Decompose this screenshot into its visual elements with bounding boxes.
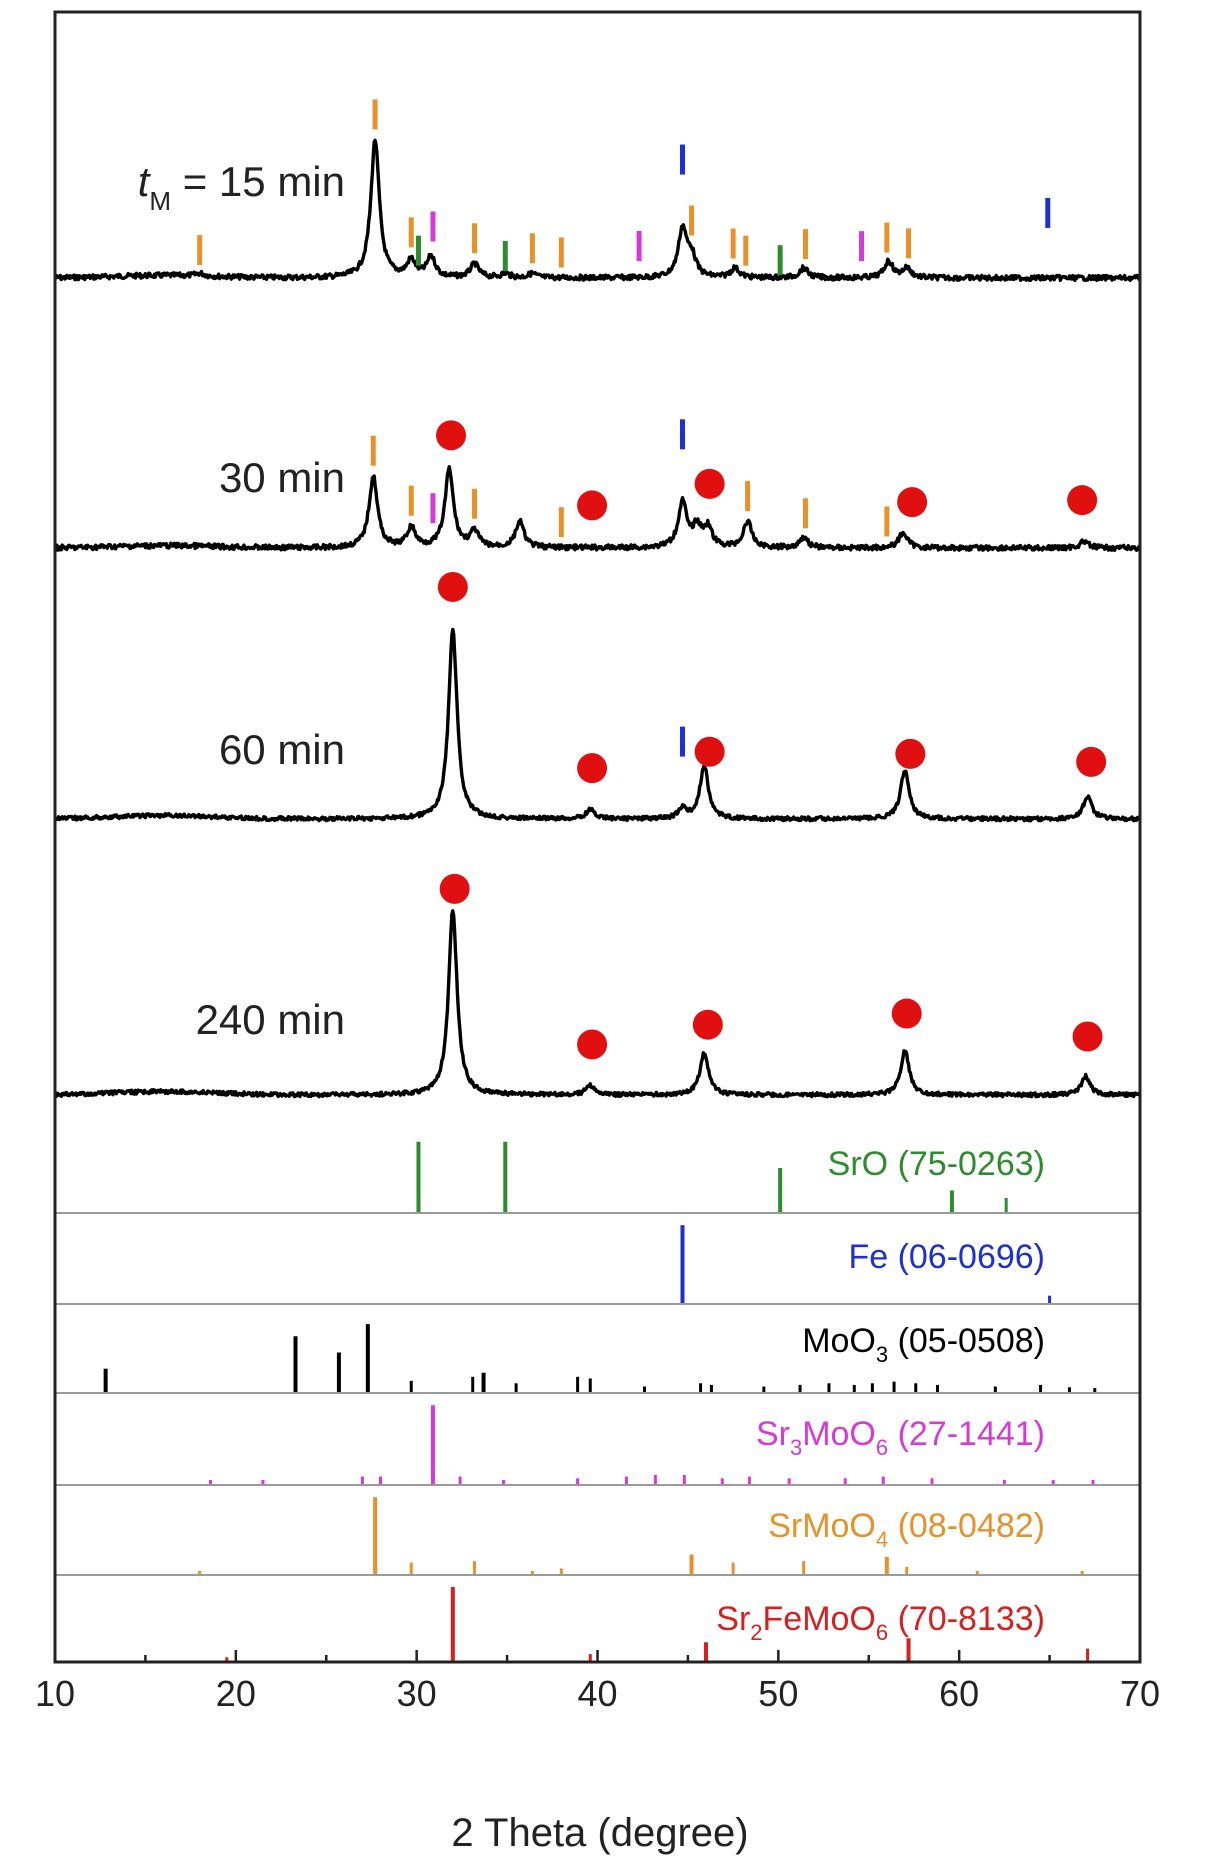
xrd-curve-3	[53, 909, 1142, 1099]
x-tick-label: 70	[1120, 1673, 1160, 1714]
xrd-curve-1	[53, 465, 1142, 552]
phase-markers	[197, 99, 1107, 1060]
phase-marker-dot	[577, 490, 608, 521]
phase-marker-dot	[1076, 746, 1107, 777]
phase-marker-dot	[694, 736, 725, 767]
phase-marker-dot	[437, 571, 468, 602]
phase-marker-dot	[436, 420, 467, 451]
x-tick-label: 60	[939, 1673, 979, 1714]
xrd-curve-0	[54, 138, 1141, 283]
x-axis: 10 20 30 40 50 60 70	[35, 1650, 1160, 1714]
pattern-labels: tM = 15 min 30 min 60 min 240 min	[138, 158, 345, 1043]
xrd-curve-2	[53, 627, 1142, 823]
ref-label-Sr2FeMoO6: Sr2FeMoO6 (70-8133)	[716, 1600, 1045, 1645]
phase-marker-dot	[577, 753, 608, 784]
ref-label-SrMoO4: SrMoO4 (08-0482)	[768, 1507, 1045, 1552]
pattern-label-0: tM = 15 min	[138, 158, 345, 216]
x-tick-label: 20	[216, 1673, 256, 1714]
ref-label-Fe: Fe (06-0696)	[848, 1238, 1045, 1276]
phase-marker-dot	[439, 873, 470, 904]
phase-marker-dot	[891, 998, 922, 1029]
pattern-label-2: 60 min	[219, 726, 345, 773]
phase-marker-dot	[1072, 1021, 1103, 1052]
phase-marker-dot	[577, 1029, 608, 1060]
x-axis-label: 2 Theta (degree)	[451, 1811, 748, 1855]
phase-marker-dot	[692, 1009, 723, 1040]
pattern-label-3: 240 min	[196, 996, 345, 1043]
ref-label-SrO: SrO (75-0263)	[828, 1145, 1045, 1183]
xrd-patterns	[53, 138, 1142, 1099]
phase-marker-dot	[694, 468, 725, 499]
ref-label-MoO3: MoO3 (05-0508)	[802, 1322, 1045, 1367]
phase-marker-dot	[1067, 485, 1098, 516]
x-tick-label: 30	[397, 1673, 437, 1714]
phase-marker-dot	[895, 738, 926, 769]
pattern-label-1: 30 min	[219, 454, 345, 501]
x-tick-label: 50	[758, 1673, 798, 1714]
phase-marker-dot	[897, 487, 928, 518]
ref-label-Sr3MoO6: Sr3MoO6 (27-1441)	[756, 1415, 1045, 1460]
reference-panels: SrO (75-0263) Fe (06-0696) MoO3 (05-0508) S…	[55, 1141, 1140, 1662]
x-tick-label: 10	[35, 1673, 75, 1714]
x-tick-label: 40	[577, 1673, 617, 1714]
